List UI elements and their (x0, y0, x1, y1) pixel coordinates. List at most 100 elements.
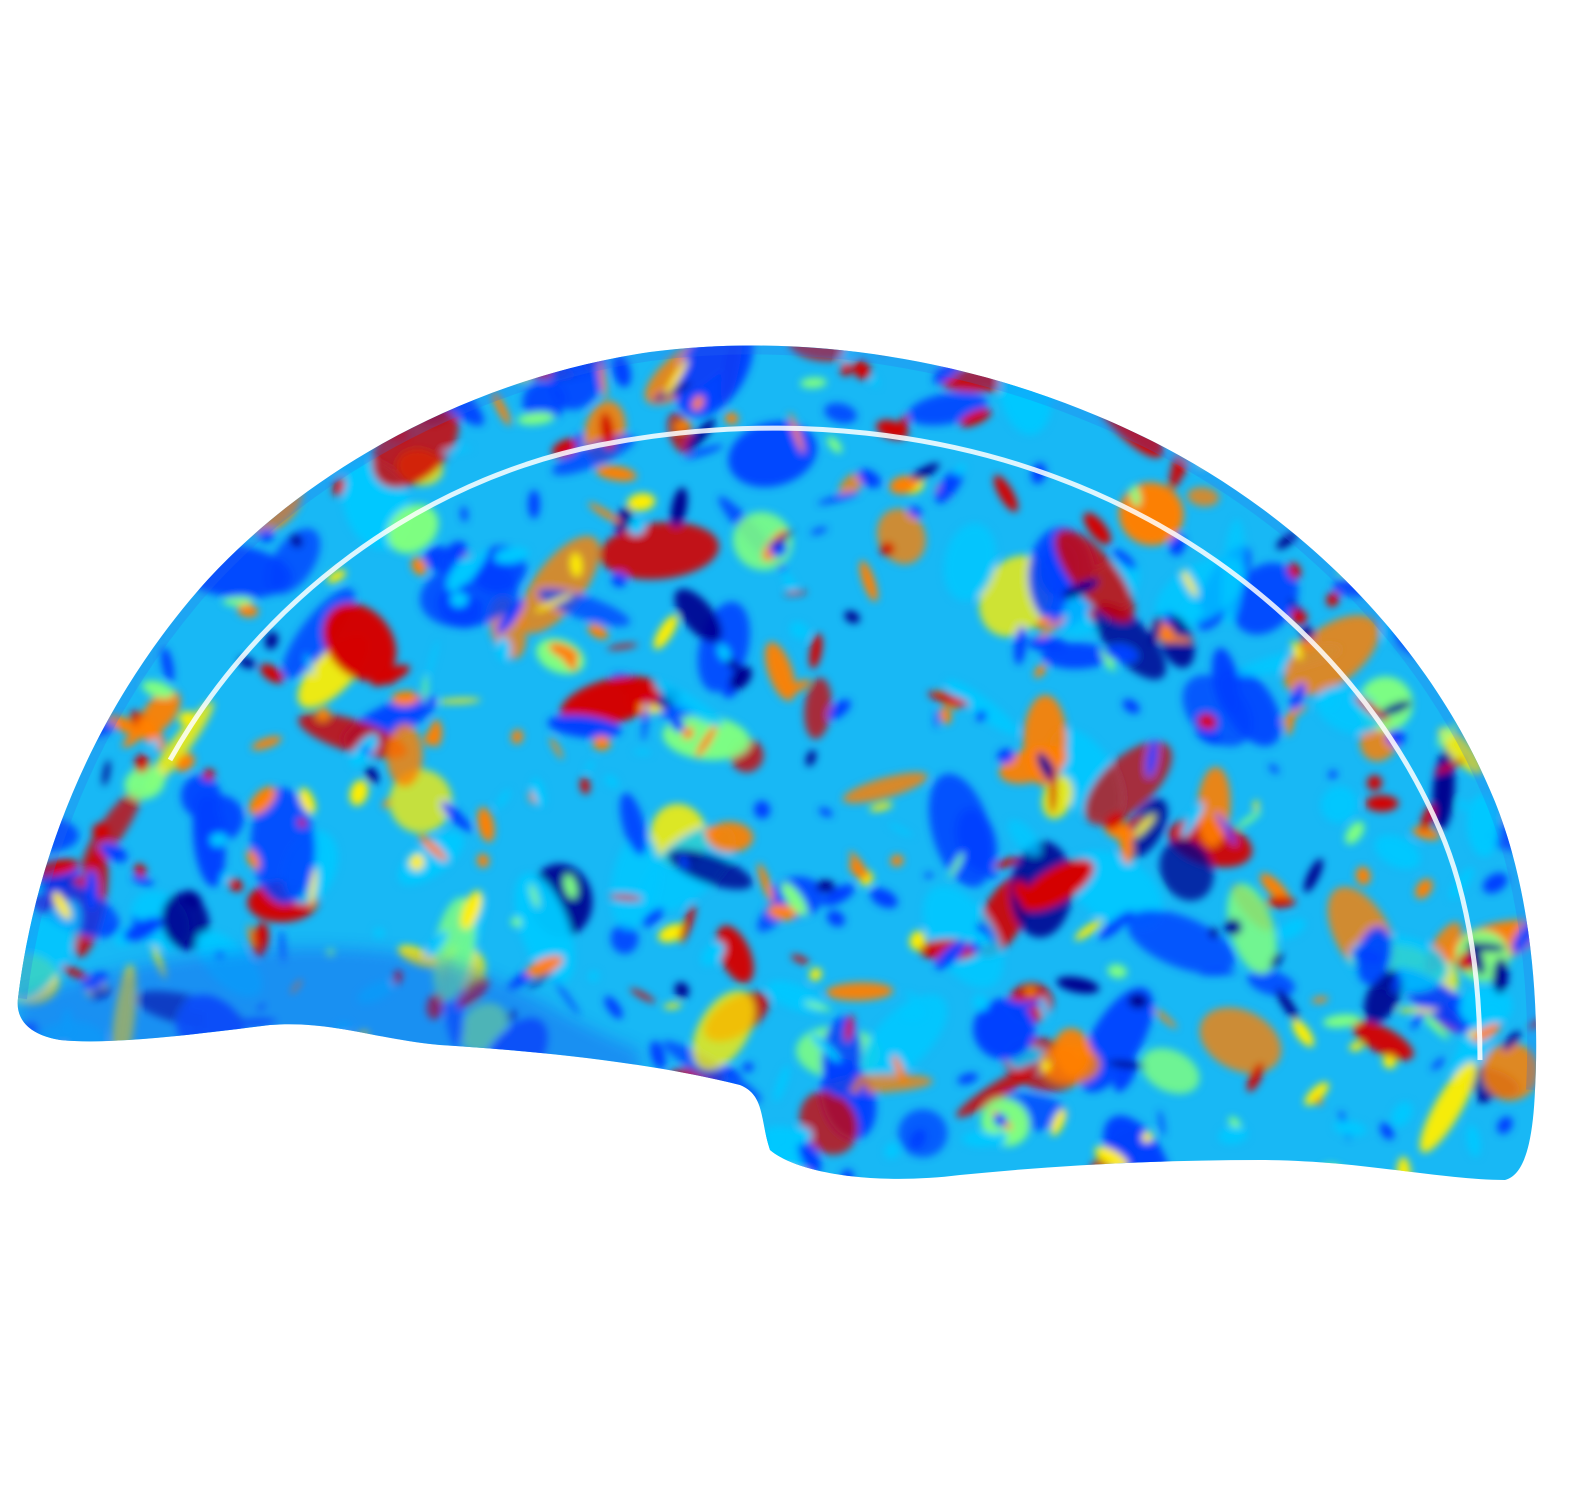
texture-streak (1189, 349, 1207, 374)
texture-streak (859, 1084, 867, 1102)
texture-streak (1277, 918, 1306, 940)
texture-streak (128, 444, 171, 463)
texture-streak (308, 348, 327, 358)
texture-streak (178, 711, 195, 725)
texture-streak (798, 1139, 821, 1175)
texture-streak (653, 382, 691, 402)
texture-blob (283, 376, 326, 445)
texture-blob (610, 833, 660, 931)
texture-blob (1007, 819, 1041, 856)
texture-streak (1291, 641, 1303, 660)
texture-streak (1039, 996, 1048, 1020)
texture-streak (210, 832, 228, 846)
texture-streak (365, 766, 379, 784)
texture-streak (316, 707, 330, 721)
texture-streak (1025, 986, 1036, 996)
texture-streak (782, 571, 798, 595)
texture-streak (349, 779, 369, 806)
texture-streak (1276, 531, 1298, 550)
texture-streak (810, 1033, 841, 1063)
texture-blob (17, 345, 46, 375)
texture-blob (298, 712, 407, 759)
texture-streak (1290, 608, 1307, 625)
texture-streak (1352, 948, 1384, 964)
texture-streak (333, 477, 345, 497)
texture-streak (789, 621, 809, 640)
texture-streak (1345, 821, 1365, 845)
texture-streak (496, 598, 524, 634)
texture-blob (1020, 859, 1095, 912)
texture-streak (1462, 637, 1497, 658)
texture-streak (477, 853, 490, 868)
texture-streak (959, 408, 992, 427)
texture-blob (1306, 521, 1412, 544)
texture-streak (1231, 448, 1259, 467)
texture-streak (1298, 639, 1314, 650)
texture-streak (596, 1141, 613, 1158)
texture-streak (724, 412, 739, 425)
texture-streak (754, 800, 771, 819)
texture-streak (1504, 567, 1521, 608)
texture-streak (1074, 919, 1103, 941)
texture-streak (888, 822, 913, 837)
texture-blob (1460, 538, 1528, 588)
texture-streak (908, 506, 922, 518)
texture-blob (1467, 794, 1500, 857)
texture-streak (110, 1061, 125, 1076)
texture-streak (375, 1071, 403, 1104)
texture-streak (791, 954, 810, 965)
texture-streak (353, 1123, 362, 1130)
texture-blob (1349, 495, 1388, 524)
texture-streak (251, 736, 282, 750)
texture-streak (822, 884, 855, 906)
texture-blob (1141, 1048, 1200, 1094)
texture-blob (17, 702, 34, 775)
texture-blob (1388, 373, 1467, 438)
texture-streak (604, 775, 619, 788)
texture-blob (1227, 883, 1277, 974)
texture-streak (175, 753, 195, 772)
texture-streak (788, 412, 805, 454)
texture-streak (1525, 745, 1537, 759)
texture-streak (1412, 826, 1440, 840)
texture-blob (17, 1122, 61, 1170)
texture-streak (742, 1062, 754, 1073)
texture-streak (135, 595, 166, 612)
texture-streak (237, 603, 259, 618)
texture-streak (789, 1127, 812, 1145)
texture-streak (612, 354, 631, 388)
texture-streak (1396, 1007, 1439, 1013)
texture-streak (1322, 1164, 1346, 1178)
texture-blob (653, 681, 723, 727)
texture-streak (1502, 1031, 1521, 1051)
texture-blob (1187, 487, 1220, 507)
texture-streak (37, 859, 80, 876)
texture-streak (1464, 463, 1494, 493)
texture-streak (477, 807, 495, 843)
texture-streak (1265, 896, 1296, 908)
texture-streak (789, 1175, 816, 1180)
texture-streak (993, 475, 1018, 512)
texture-streak (1212, 346, 1247, 378)
texture-blob (1283, 615, 1379, 696)
texture-streak (1035, 617, 1052, 629)
texture-streak (494, 547, 529, 564)
texture-blob (542, 1122, 573, 1174)
texture-streak (35, 345, 74, 353)
texture-streak (1433, 430, 1450, 450)
texture-streak (201, 493, 215, 504)
texture-blob (195, 351, 256, 411)
texture-streak (407, 1070, 449, 1086)
texture-blob (619, 792, 647, 856)
texture-blob (1125, 798, 1168, 858)
texture-blob (1167, 345, 1253, 403)
texture-blob (560, 676, 661, 728)
texture-blob (264, 403, 314, 473)
texture-streak (939, 706, 952, 725)
texture-streak (585, 761, 595, 771)
texture-streak (290, 534, 303, 548)
texture-blob (522, 380, 566, 423)
texture-streak (423, 675, 428, 705)
texture-streak (66, 525, 88, 546)
texture-streak (1130, 485, 1141, 507)
